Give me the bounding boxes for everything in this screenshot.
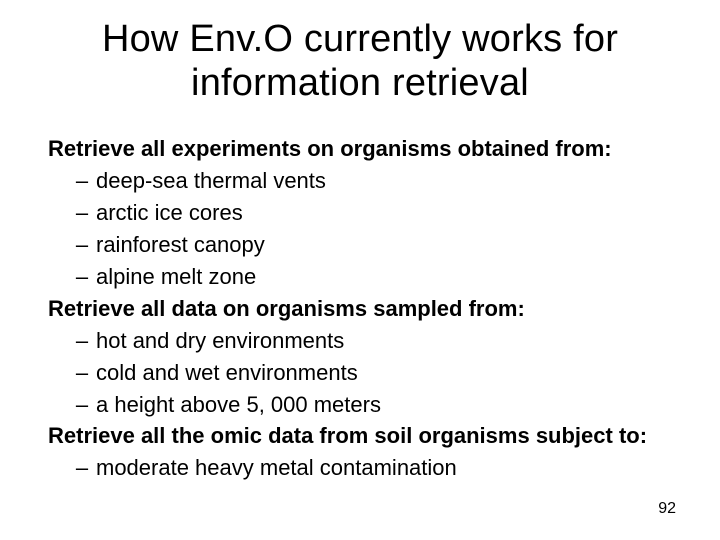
slide: How Env.O currently works for informatio… — [0, 0, 720, 540]
section-heading: Retrieve all the omic data from soil org… — [48, 420, 672, 452]
bullet-dash-icon: – — [68, 357, 96, 389]
content-body: Retrieve all experiments on organisms ob… — [48, 133, 672, 484]
list-item-text: a height above 5, 000 meters — [96, 389, 672, 421]
list-item: – deep-sea thermal vents — [48, 165, 672, 197]
list-item: – cold and wet environments — [48, 357, 672, 389]
bullet-dash-icon: – — [68, 389, 96, 421]
list-item-text: alpine melt zone — [96, 261, 672, 293]
section-heading: Retrieve all experiments on organisms ob… — [48, 133, 672, 165]
list-item-text: deep-sea thermal vents — [96, 165, 672, 197]
list-item: – moderate heavy metal contamination — [48, 452, 672, 484]
list-item-text: moderate heavy metal contamination — [96, 452, 672, 484]
list-item: – a height above 5, 000 meters — [48, 389, 672, 421]
list-item-text: rainforest canopy — [96, 229, 672, 261]
page-title: How Env.O currently works for informatio… — [48, 18, 672, 105]
list-item: – hot and dry environments — [48, 325, 672, 357]
page-number: 92 — [658, 500, 676, 518]
bullet-dash-icon: – — [68, 229, 96, 261]
bullet-dash-icon: – — [68, 165, 96, 197]
bullet-dash-icon: – — [68, 197, 96, 229]
bullet-dash-icon: – — [68, 452, 96, 484]
list-item-text: arctic ice cores — [96, 197, 672, 229]
bullet-dash-icon: – — [68, 261, 96, 293]
list-item: – rainforest canopy — [48, 229, 672, 261]
list-item-text: cold and wet environments — [96, 357, 672, 389]
list-item: – arctic ice cores — [48, 197, 672, 229]
list-item-text: hot and dry environments — [96, 325, 672, 357]
bullet-dash-icon: – — [68, 325, 96, 357]
list-item: – alpine melt zone — [48, 261, 672, 293]
section-heading: Retrieve all data on organisms sampled f… — [48, 293, 672, 325]
